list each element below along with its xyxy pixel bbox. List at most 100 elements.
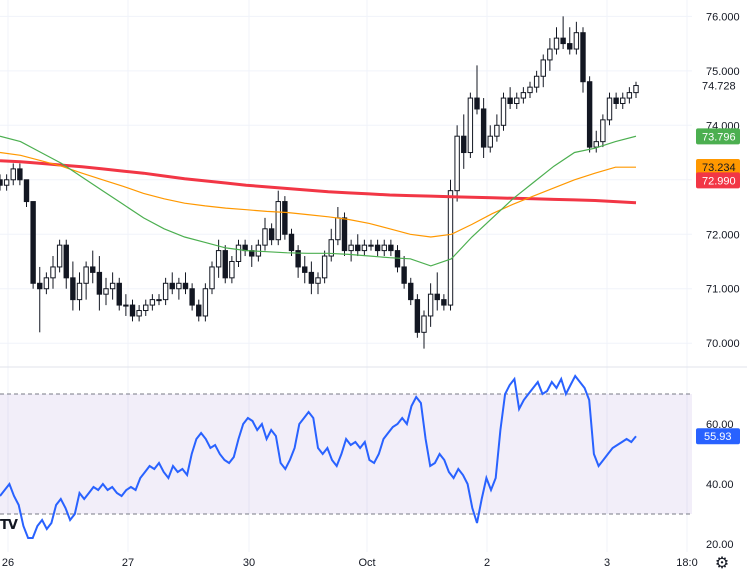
- candle: [408, 282, 414, 301]
- candle: [381, 244, 387, 252]
- candle: [567, 43, 573, 50]
- candle: [586, 81, 593, 148]
- candle: [129, 304, 136, 317]
- candle: [96, 271, 103, 295]
- settings-gear-icon[interactable]: ⚙: [714, 553, 730, 572]
- candle: [315, 277, 321, 284]
- price-tick-label: 71.000: [706, 284, 740, 296]
- candle: [90, 266, 96, 273]
- candle: [116, 282, 122, 306]
- candle: [229, 260, 235, 279]
- candle: [123, 304, 129, 307]
- candle: [514, 97, 520, 105]
- candle: [209, 266, 215, 290]
- candle: [533, 75, 540, 88]
- candle: [76, 282, 83, 301]
- price-tag: [696, 159, 740, 176]
- candle: [600, 119, 606, 143]
- candle: [633, 85, 639, 94]
- grid: [0, 0, 747, 552]
- candle: [282, 201, 288, 235]
- candle: [388, 244, 394, 252]
- price-tag: [696, 172, 740, 189]
- candle: [182, 282, 189, 290]
- candle: [461, 135, 467, 154]
- moving-average-line: [0, 159, 637, 205]
- price-tag: [696, 128, 740, 145]
- candle: [63, 244, 69, 279]
- candle: [593, 141, 599, 148]
- candle: [401, 266, 407, 284]
- candle: [620, 97, 626, 105]
- candle: [606, 97, 613, 121]
- candle: [560, 37, 566, 45]
- candle: [3, 179, 10, 186]
- candle: [573, 32, 580, 50]
- candle: [454, 135, 460, 192]
- candle: [308, 271, 315, 284]
- price-tick-label: 70.000: [706, 338, 740, 350]
- candle: [434, 293, 440, 301]
- candle: [480, 108, 487, 148]
- candle: [176, 282, 182, 290]
- moving-average-line: [0, 135, 637, 267]
- rsi-pane: [0, 374, 692, 539]
- price-tick-label: 76.000: [706, 11, 740, 23]
- candle: [302, 266, 308, 273]
- x-tick-label: 3: [604, 557, 610, 569]
- candle: [215, 250, 222, 268]
- candle: [355, 244, 361, 252]
- candle: [149, 299, 156, 306]
- rsi-value-tag: [696, 428, 740, 445]
- axes: 76.00075.00074.00072.00071.00070.00074.7…: [2, 11, 740, 569]
- candle: [0, 179, 3, 186]
- candle: [169, 282, 175, 290]
- price-tag-label: 74.728: [702, 81, 736, 93]
- candle: [37, 282, 43, 290]
- price-pane: [0, 16, 639, 349]
- candle: [17, 168, 23, 181]
- candle: [23, 179, 30, 203]
- candle: [527, 86, 533, 94]
- candle: [474, 97, 480, 110]
- price-tag-label: 73.234: [702, 162, 736, 174]
- candle: [374, 244, 381, 252]
- tradingview-logo-icon: TV: [0, 518, 18, 533]
- candle: [83, 266, 89, 284]
- x-tick-label: 30: [243, 557, 255, 569]
- candle: [328, 239, 334, 257]
- rsi-line: [0, 374, 637, 539]
- price-tag-label: 72.990: [702, 175, 736, 187]
- candle: [268, 228, 275, 241]
- candle: [487, 135, 493, 148]
- candle: [162, 282, 169, 301]
- candle: [43, 277, 50, 290]
- x-tick-label: 2: [484, 557, 490, 569]
- rsi-tick-label: 40.00: [706, 479, 734, 491]
- candle: [507, 97, 513, 105]
- candle: [500, 97, 507, 126]
- candle: [109, 282, 116, 290]
- candle: [10, 168, 16, 181]
- price-tick-label: 75.000: [706, 66, 740, 78]
- candle: [494, 124, 500, 137]
- x-tick-label: Oct: [358, 557, 375, 569]
- candle: [30, 201, 36, 284]
- candle: [196, 304, 202, 317]
- candle: [222, 250, 228, 279]
- candle: [467, 97, 474, 154]
- candle: [547, 48, 553, 61]
- candle: [341, 217, 348, 252]
- candle: [441, 299, 447, 306]
- candle: [447, 190, 454, 306]
- candle: [414, 299, 421, 333]
- candle: [56, 244, 63, 268]
- rsi-value-label: 55.93: [704, 431, 732, 443]
- price-tick-label: 72.000: [706, 229, 740, 241]
- candle: [361, 244, 368, 252]
- price-tag-label: 73.796: [702, 131, 736, 143]
- candle: [321, 255, 328, 279]
- candle: [348, 244, 354, 252]
